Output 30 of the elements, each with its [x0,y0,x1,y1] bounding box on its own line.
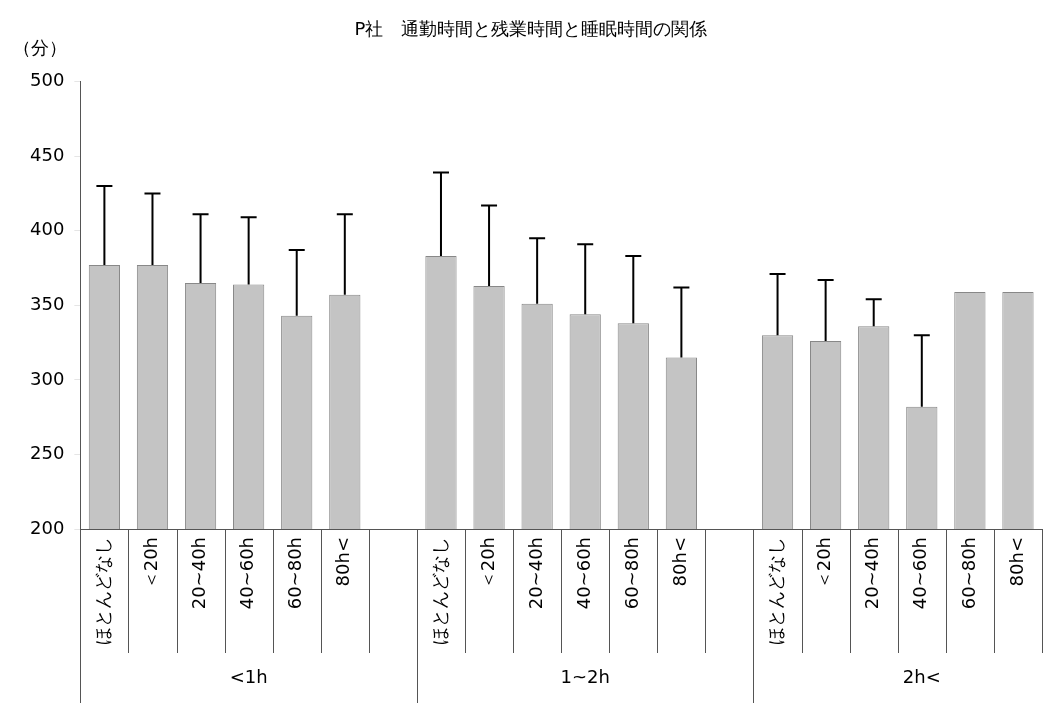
y-tick-label: 350 [30,292,65,314]
x-tick-label: 60~80h [957,537,979,610]
text: 2h< [902,665,941,687]
x-tick-label: 20~40h [524,537,546,610]
x-tick-label: 60~80h [620,537,642,610]
x-tick-label: ＜20h [140,537,162,590]
x-tick-label: ＜20h [476,537,498,590]
chart-title: P社 通勤時間と残業時間と睡眠時間の関係 [354,18,708,40]
x-tick-label: 80h< [332,537,354,587]
x-tick-label: 20~40h [861,537,883,610]
x-tick-label: 40~60h [572,537,594,610]
x-tick-label: 80h< [669,537,691,587]
y-tick-label: 400 [30,218,65,240]
y-tick-label: 450 [30,143,65,165]
x-tick-label: 40~60h [236,537,258,610]
y-tick-label: 200 [30,516,65,538]
text: <1h [229,665,268,687]
y-tick-label: 250 [30,442,65,464]
y-tick-label: 500 [30,69,65,91]
x-tick-label: ほとんどなし [92,537,114,645]
x-tick-label: ほとんどなし [428,537,450,645]
x-tick-label: ほとんどなし [765,537,787,645]
x-tick-label: 40~60h [909,537,931,610]
y-axis-title: （分） [13,37,68,59]
text: 1~2h [560,665,610,687]
y-tick-label: 300 [30,367,65,389]
x-tick-label: ＜20h [813,537,835,590]
x-tick-label: 20~40h [188,537,210,610]
x-tick-label: 60~80h [284,537,306,610]
x-tick-label: 80h< [1005,537,1027,587]
